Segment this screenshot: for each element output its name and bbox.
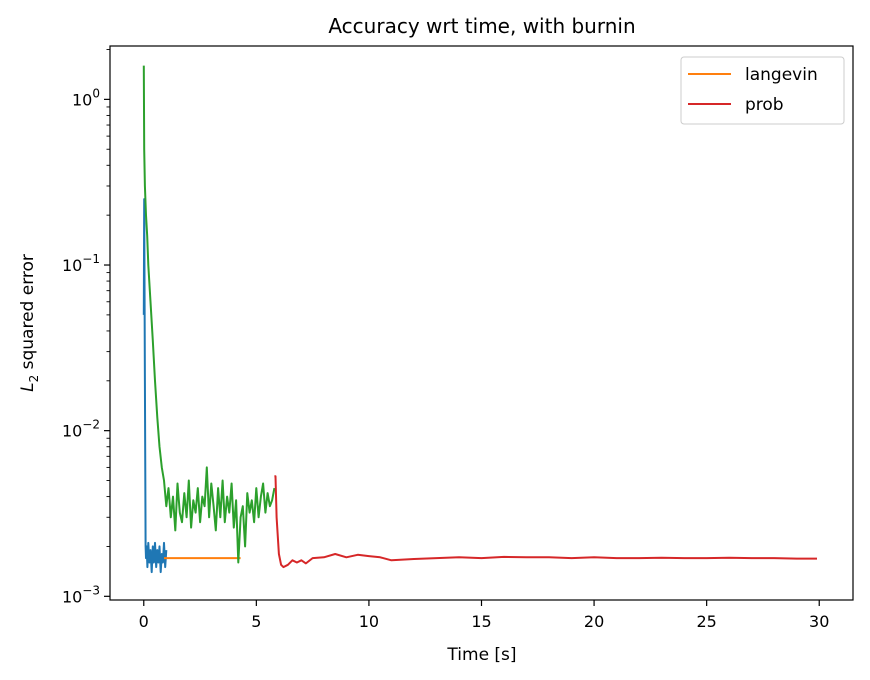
y-axis: 10−3 10−2 10−1 100 [62, 49, 110, 606]
legend-label-prob: prob [745, 95, 784, 115]
x-tick-label: 25 [696, 612, 716, 631]
y-axis-label-var: L [18, 382, 38, 391]
x-tick-label: 5 [251, 612, 261, 631]
plot-frame [109, 45, 854, 601]
series-line-unlabeled-0 [142, 198, 168, 574]
legend: langevin prob [680, 56, 845, 125]
y-tick-label: 100 [72, 86, 100, 109]
y-axis-label: L2 squared error [18, 254, 41, 392]
series-line-prob [274, 475, 817, 569]
x-axis: 0 5 10 15 20 25 30 [139, 600, 829, 631]
x-tick-label: 10 [359, 612, 379, 631]
x-tick-label: 20 [584, 612, 604, 631]
y-axis-label-sub: 2 [27, 375, 41, 383]
y-tick-label: 10−1 [62, 252, 100, 275]
series-layer [142, 65, 817, 574]
x-axis-label: Time [s] [446, 645, 516, 665]
x-tick-label: 15 [471, 612, 491, 631]
y-tick-label: 10−3 [62, 583, 100, 606]
y-tick-label: 10−2 [62, 418, 100, 441]
chart-title: Accuracy wrt time, with burnin [328, 14, 635, 38]
series-line-unlabeled-2 [142, 65, 276, 564]
legend-label-langevin: langevin [745, 65, 818, 85]
y-axis-label-rest: squared error [18, 254, 38, 375]
x-tick-label: 0 [139, 612, 149, 631]
x-tick-label: 30 [809, 612, 829, 631]
